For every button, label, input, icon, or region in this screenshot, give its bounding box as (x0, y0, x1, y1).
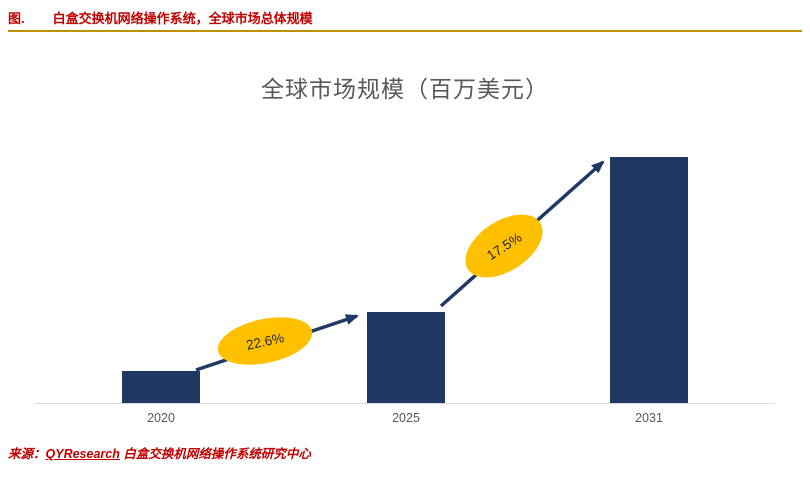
figure-label: 图. (8, 11, 25, 26)
x-tick-2020: 2020 (147, 411, 175, 425)
bar-2031 (610, 157, 688, 403)
growth-rate-label-2: 17.5% (483, 229, 525, 263)
source-line: 来源：QYResearch 白盒交换机网络操作系统研究中心 (8, 443, 311, 462)
growth-rate-label-1: 22.6% (244, 329, 286, 353)
chart-title: 全球市场规模（百万美元） (261, 76, 549, 102)
header-divider (8, 30, 802, 32)
bar-2020 (122, 371, 200, 403)
figure-title: 白盒交换机网络操作系统，全球市场总体规模 (52, 11, 313, 26)
figure-header: 图. 白盒交换机网络操作系统，全球市场总体规模 (8, 8, 313, 27)
x-axis: 2020 2025 2031 (35, 411, 775, 431)
source-name: QYResearch (45, 447, 120, 461)
bar-2025 (367, 312, 445, 403)
source-prefix: 来源： (8, 447, 46, 461)
source-suffix: 白盒交换机网络操作系统研究中心 (119, 447, 311, 461)
x-tick-2025: 2025 (392, 411, 420, 425)
bar-chart-plot (35, 120, 775, 404)
x-tick-2031: 2031 (635, 411, 663, 425)
